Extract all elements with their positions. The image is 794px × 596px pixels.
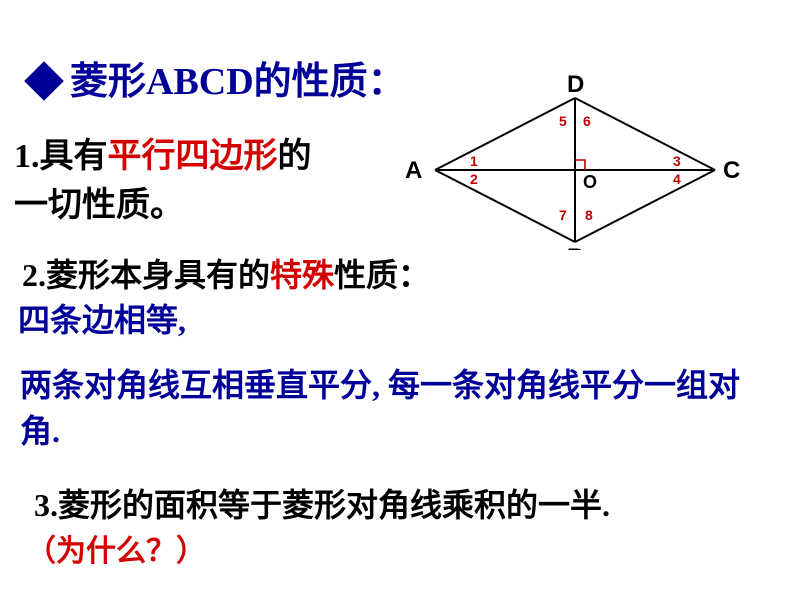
p1-red: 平行四边形	[108, 138, 278, 175]
property-2b: 四条边相等,	[18, 295, 186, 341]
angle-6: 6	[583, 113, 591, 129]
property-3-why: （为什么？）	[26, 526, 206, 570]
angle-7: 7	[559, 207, 567, 223]
property-3: 3.菱形的面积等于菱形对角线乘积的一半.	[34, 480, 610, 526]
p2-t2: 性质：	[334, 257, 430, 293]
angle-3: 3	[673, 153, 681, 169]
vertex-d: D	[567, 71, 584, 98]
vertex-a: A	[405, 157, 422, 184]
angle-8: 8	[585, 207, 593, 223]
title-text: 菱形ABCD的性质：	[70, 61, 406, 103]
angle-2: 2	[470, 171, 478, 187]
p2-t1: 菱形本身具有的	[46, 257, 270, 293]
p2-prefix: 2.	[22, 257, 46, 293]
p1-t3: 一切性质。	[14, 187, 184, 224]
property-2c: 两条对角线互相垂直平分, 每一条对角线平分一组对角.	[20, 362, 760, 455]
angle-1: 1	[470, 153, 478, 169]
vertex-c: C	[723, 157, 740, 184]
vertex-o: O	[583, 172, 597, 192]
vertex-b: B	[567, 244, 584, 250]
angle-4: 4	[673, 171, 681, 187]
diamond-bullet-icon	[24, 61, 64, 101]
p2-red: 特殊	[270, 257, 334, 293]
rhombus-svg: A C D B O 1 2 3 4 5 6 7 8	[395, 70, 775, 250]
title-row: 菱形ABCD的性质：	[30, 50, 406, 105]
angle-5: 5	[559, 113, 567, 129]
property-1: 1.具有平行四边形的 一切性质。	[14, 132, 312, 231]
rhombus-diagram: A C D B O 1 2 3 4 5 6 7 8	[395, 70, 775, 250]
p1-prefix: 1.	[14, 138, 40, 175]
property-2: 2.菱形本身具有的特殊性质：	[22, 250, 430, 296]
p1-t2: 的	[278, 138, 312, 175]
p1-t1: 具有	[40, 138, 108, 175]
